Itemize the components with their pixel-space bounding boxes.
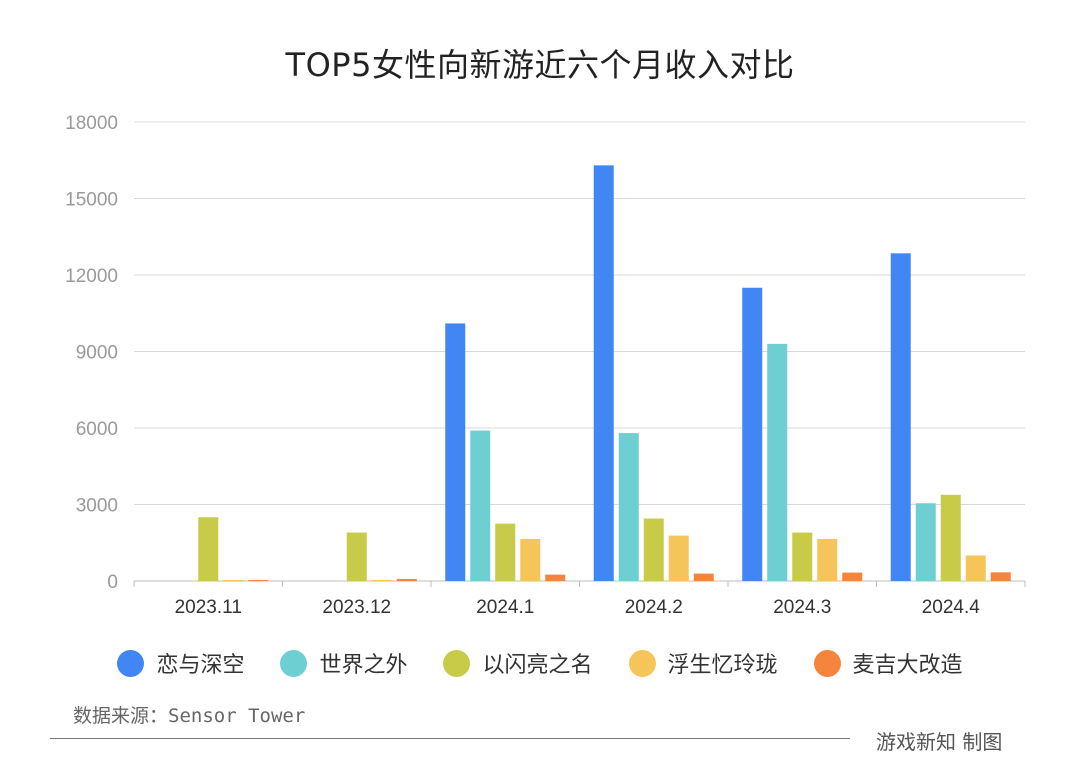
x-tick-label: 2024.3 — [773, 597, 831, 618]
bar — [940, 494, 961, 581]
legend-label: 以闪亮之名 — [482, 653, 593, 678]
bar — [890, 253, 911, 581]
bar — [965, 555, 986, 581]
bar — [248, 580, 269, 581]
bar — [396, 578, 417, 581]
x-tick-label: 2024.2 — [625, 597, 683, 618]
bar — [668, 535, 689, 581]
bar — [767, 343, 788, 581]
x-tick-label: 2023.11 — [175, 597, 242, 618]
x-tick-label: 2024.1 — [476, 597, 534, 618]
bars — [198, 165, 1011, 581]
bar — [990, 572, 1011, 581]
y-tick-label: 15000 — [65, 190, 118, 211]
bar — [618, 433, 639, 581]
bar — [545, 574, 566, 581]
legend-swatch — [443, 649, 471, 677]
legend-item: 浮生忆玲珑 — [628, 647, 778, 679]
x-axis-ticks: 2023.11 2023.12 2024.1 2024.2 2024.3 2024.4 — [133, 581, 1026, 618]
chart-title: TOP5女性向新游近六个月收入对比 — [285, 46, 795, 84]
y-tick-label: 12000 — [65, 266, 118, 287]
data-source-note: 数据来源：Sensor Tower — [73, 705, 306, 727]
y-tick-label: 9000 — [76, 343, 118, 364]
legend: 恋与深空 世界之外 以闪亮之名 浮生忆玲珑 麦吉大改造 — [0, 643, 1080, 683]
legend-label: 世界之外 — [319, 653, 408, 678]
credit-note: 游戏新知 制图 — [876, 730, 1003, 754]
bar — [915, 503, 936, 581]
y-tick-label: 3000 — [76, 496, 118, 517]
bar — [593, 165, 614, 581]
legend-label: 浮生忆玲珑 — [667, 653, 778, 678]
bar — [742, 287, 763, 581]
bar — [470, 430, 491, 581]
bar — [445, 323, 466, 581]
bar — [817, 538, 838, 581]
bar — [842, 572, 863, 581]
legend-item: 世界之外 — [280, 647, 407, 679]
footer-divider — [50, 738, 850, 739]
bar — [495, 523, 516, 581]
legend-item: 恋与深空 — [117, 647, 244, 679]
legend-swatch — [628, 649, 656, 677]
y-tick-label: 18000 — [65, 113, 118, 134]
x-tick-label: 2024.4 — [922, 597, 981, 618]
bar — [792, 532, 813, 581]
y-tick-label: 6000 — [76, 419, 118, 440]
legend-item: 以闪亮之名 — [443, 647, 593, 679]
y-tick-label: 0 — [107, 572, 118, 593]
legend-label: 麦吉大改造 — [852, 653, 963, 678]
legend-label: 恋与深空 — [156, 653, 245, 678]
legend-swatch — [813, 649, 841, 677]
legend-item: 麦吉大改造 — [813, 647, 963, 679]
bar — [346, 532, 367, 581]
bar — [198, 517, 219, 581]
bar — [371, 580, 392, 581]
bar — [643, 518, 664, 581]
y-axis-ticks: 0 3000 6000 9000 12000 15000 18000 — [65, 113, 118, 593]
legend-swatch — [117, 649, 145, 677]
bar — [693, 573, 714, 581]
legend-swatch — [280, 649, 308, 677]
bar — [223, 580, 244, 581]
x-tick-label: 2023.12 — [322, 597, 391, 618]
bar — [520, 538, 541, 581]
